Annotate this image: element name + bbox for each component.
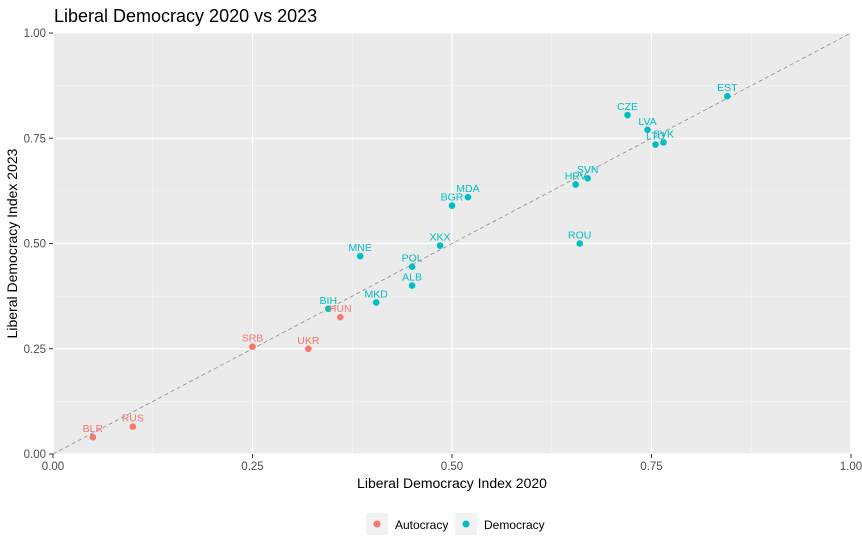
y-tick-label: 0.25 bbox=[24, 344, 46, 356]
x-tick-label: 0.75 bbox=[640, 461, 662, 473]
point-rus bbox=[129, 423, 137, 430]
label-bgr: BGR bbox=[441, 192, 464, 204]
label-svn: SVN bbox=[577, 164, 599, 176]
point-ltu bbox=[652, 141, 659, 148]
legend-label-democracy: Democracy bbox=[484, 518, 545, 532]
label-est: EST bbox=[717, 82, 738, 94]
y-tick-label: 0.00 bbox=[24, 449, 46, 461]
point-lva bbox=[644, 126, 651, 134]
label-rou: ROU bbox=[568, 230, 591, 242]
label-blr: BLR bbox=[83, 423, 104, 435]
legend-marker-autocracy bbox=[373, 520, 381, 528]
point-hun bbox=[336, 313, 344, 321]
point-svn bbox=[584, 174, 591, 182]
point-est bbox=[724, 92, 731, 100]
point-pol bbox=[408, 263, 416, 270]
x-tick-label: 0.25 bbox=[241, 461, 263, 473]
label-lva: LVA bbox=[638, 116, 656, 128]
point-hrv bbox=[572, 181, 579, 188]
y-tick-label: 0.75 bbox=[24, 133, 46, 145]
y-tick-label: 1.00 bbox=[24, 28, 46, 40]
label-mne: MNE bbox=[349, 242, 372, 254]
x-axis: 0.00 0.25 0.50 0.75 1.00 bbox=[42, 454, 862, 473]
label-srb: SRB bbox=[242, 333, 264, 345]
label-rus: RUS bbox=[122, 413, 144, 425]
label-hrv: HRV bbox=[565, 171, 587, 183]
label-ltu: LTU bbox=[646, 131, 665, 143]
point-svk bbox=[660, 139, 667, 146]
point-alb bbox=[408, 282, 416, 289]
x-tick-label: 1.00 bbox=[840, 461, 862, 473]
point-srb bbox=[249, 343, 256, 350]
label-pol: POL bbox=[402, 253, 423, 265]
point-mkd bbox=[372, 299, 380, 306]
x-tick-label: 0.00 bbox=[42, 461, 64, 473]
legend: Autocracy Democracy bbox=[366, 513, 545, 535]
point-bih bbox=[325, 305, 332, 313]
x-axis-title: Liberal Democracy Index 2020 bbox=[357, 475, 547, 491]
y-axis: 0.00 0.25 0.50 0.75 1.00 bbox=[24, 28, 53, 461]
data-points bbox=[89, 92, 731, 441]
x-tick-label: 0.50 bbox=[441, 461, 463, 473]
label-mda: MDA bbox=[456, 183, 479, 195]
y-tick-label: 0.50 bbox=[24, 239, 46, 251]
point-mne bbox=[356, 252, 364, 260]
legend-marker-democracy bbox=[462, 520, 470, 528]
label-bih: BIH bbox=[320, 295, 338, 307]
point-bgr bbox=[448, 202, 456, 209]
chart-title: Liberal Democracy 2020 vs 2023 bbox=[54, 6, 317, 26]
y-axis-title: Liberal Democracy Index 2023 bbox=[4, 148, 20, 338]
point-xkx bbox=[436, 242, 444, 249]
point-rou bbox=[576, 240, 583, 247]
point-ukr bbox=[305, 345, 312, 353]
point-mda bbox=[464, 193, 472, 201]
label-cze: CZE bbox=[617, 101, 638, 113]
label-ukr: UKR bbox=[297, 335, 320, 347]
label-hun: HUN bbox=[329, 303, 352, 315]
label-mkd: MKD bbox=[365, 288, 389, 300]
label-svk: SVK bbox=[653, 128, 674, 140]
point-blr bbox=[89, 433, 97, 441]
legend-label-autocracy: Autocracy bbox=[395, 518, 448, 532]
label-xkx: XKX bbox=[430, 232, 451, 244]
reference-line-y-equals-x bbox=[52, 32, 852, 455]
point-cze bbox=[624, 111, 631, 119]
label-alb: ALB bbox=[402, 272, 422, 284]
